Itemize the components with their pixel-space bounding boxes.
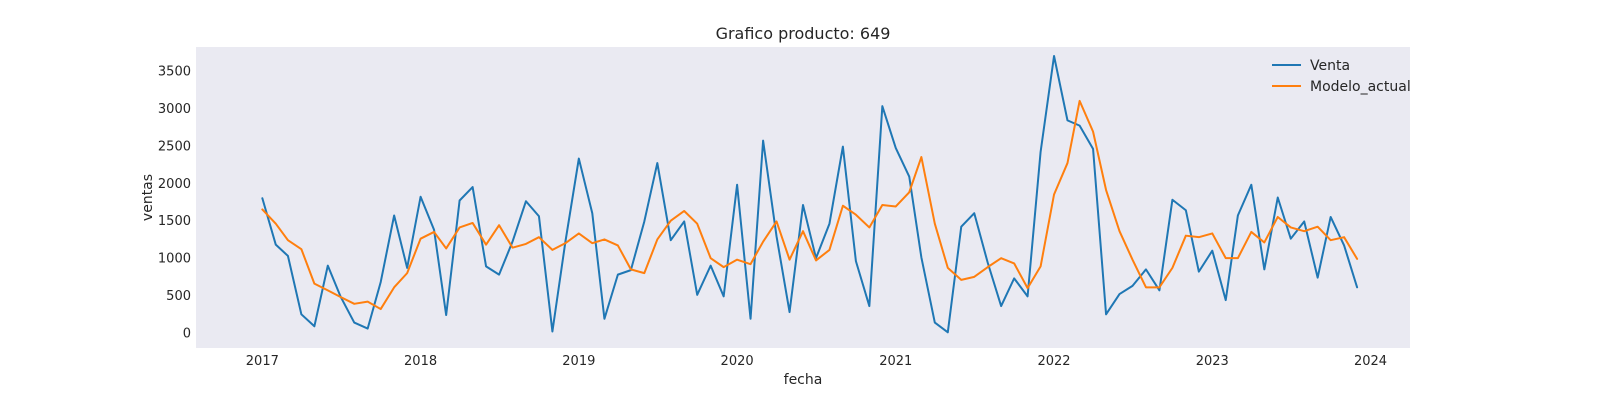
y-tick-label: 500 [166,289,191,304]
y-tick-label: 3000 [158,102,191,117]
x-axis-label: fecha [784,372,823,388]
x-tick-label: 2021 [879,354,912,369]
y-tick-label: 1000 [158,252,191,267]
series-line-venta [261,54,1359,334]
x-tick-label: 2018 [404,354,437,369]
y-tick-label: 1500 [158,214,191,229]
y-axis-ticks: 0 500 1000 1500 2000 2500 3000 3500 [158,64,191,341]
legend-label-modelo-actual: Modelo_actual [1310,79,1411,95]
series-line-modelo-actual [261,99,1359,311]
plot-area-background [196,47,1410,348]
x-tick-label: 2017 [246,354,279,369]
legend-label-venta: Venta [1310,58,1350,74]
y-tick-label: 2000 [158,177,191,192]
x-axis-ticks: 2017 2018 2019 2020 2021 2022 2023 2024 [246,354,1387,369]
y-tick-label: 0 [183,327,191,342]
y-axis-label: ventas [140,174,156,221]
chart-title: Grafico producto: 649 [716,24,891,43]
legend: Venta Modelo_actual [1272,58,1411,95]
x-tick-label: 2024 [1354,354,1387,369]
x-tick-label: 2023 [1196,354,1229,369]
x-tick-label: 2020 [721,354,754,369]
y-tick-label: 3500 [158,64,191,79]
x-tick-label: 2022 [1037,354,1070,369]
x-tick-label: 2019 [562,354,595,369]
series-layer [261,54,1359,334]
y-tick-label: 2500 [158,139,191,154]
